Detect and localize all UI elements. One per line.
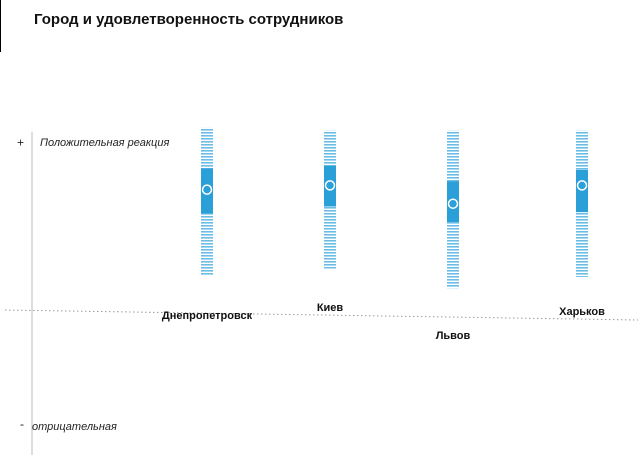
y-label-top: Положительная реакция — [40, 137, 169, 149]
whisker-lower — [201, 213, 213, 276]
baseline — [4, 309, 639, 321]
whisker-upper — [447, 130, 459, 182]
whisker-upper — [324, 130, 336, 166]
median — [324, 180, 336, 191]
y-tick-label: - — [20, 417, 24, 431]
y-tick-label: + — [17, 135, 24, 149]
whisker-upper — [576, 130, 588, 170]
median — [201, 184, 213, 195]
median — [576, 180, 588, 191]
whisker-upper — [201, 127, 213, 169]
x-tick-label: Харьков — [559, 306, 605, 318]
whisker-lower — [324, 206, 336, 269]
chart-title: Город и удовлетворенность сотрудников — [34, 11, 343, 28]
whisker-lower — [447, 222, 459, 289]
box — [576, 169, 588, 213]
y-label-bottom: отрицательная — [32, 421, 117, 433]
median — [447, 198, 459, 209]
x-tick-label: Днепропетровск — [162, 310, 253, 322]
x-tick-label: Львов — [436, 330, 471, 342]
whisker-lower — [576, 212, 588, 277]
x-tick-label: Киев — [317, 302, 344, 314]
